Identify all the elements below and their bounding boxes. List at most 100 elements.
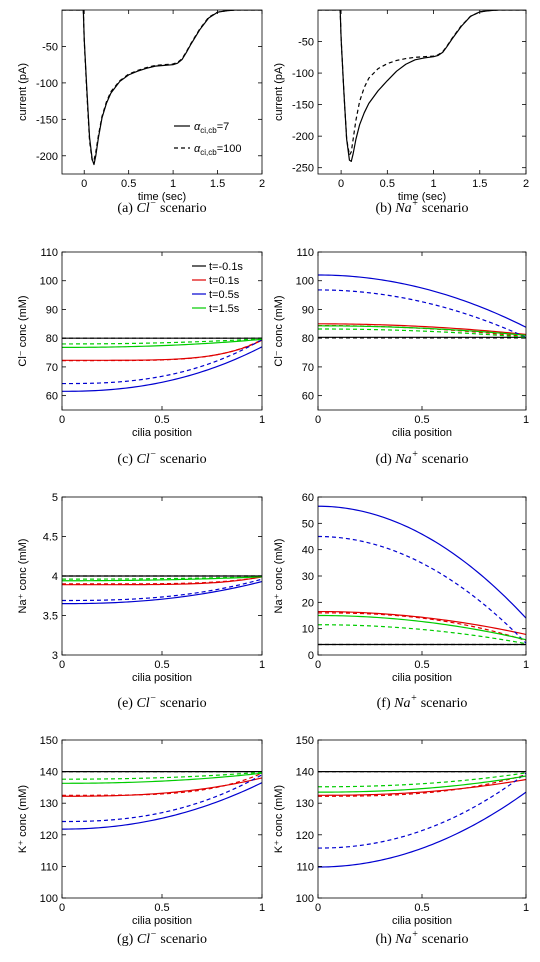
y-axis-label: Cl⁻ conc (mM) [17,295,29,366]
panel-caption: (h) Na+ scenario [375,929,468,947]
panel-b: 0 0.5 1 1.5 2 -250 -200 -150 -100 -50 time (sec) cu… [273,9,529,216]
x-axis-label: cilia position [392,915,452,927]
series-line [318,791,526,868]
series-line [318,323,526,336]
y-tick-label: 120 [40,830,58,842]
y-tick-label: 120 [296,830,314,842]
y-tick-label: 3 [52,650,58,662]
series-group [318,771,526,868]
series-line [62,576,262,586]
series-group [318,274,526,339]
y-tick-label: 100 [40,276,58,288]
y-tick-label: 50 [302,518,314,530]
panel-caption: (a) Cl− scenario [117,198,206,216]
y-tick-label: 10 [302,624,314,636]
series-line [318,775,526,793]
x-tick-label: 0 [81,178,87,190]
x-tick-label: 1 [523,414,529,426]
series-line [318,772,526,849]
series-line [62,578,262,602]
panel-caption: (d) Na+ scenario [375,449,468,467]
x-tick-label: 0.5 [154,414,169,426]
legend: t=-0.1s t=0.1s t=0.5s t=1.5s [192,261,243,315]
legend-label: t=0.5s [209,289,240,301]
x-tick-label: 0 [315,902,321,914]
series-line [62,339,262,385]
series-group [62,771,262,830]
y-axis-label: Cl⁻ conc (mM) [273,295,285,366]
panel-caption: (g) Cl− scenario [117,929,207,947]
x-axis-label: cilia position [132,672,192,684]
series-line [62,782,262,830]
panel-c: 0 0.5 1 60 70 80 90 100 110 cilia position Cl⁻ con… [17,247,265,467]
x-tick-label: 0.5 [121,178,136,190]
x-tick-label: 1 [259,659,265,671]
x-tick-label: 0.5 [414,659,429,671]
series-line [62,339,262,362]
panel-h: 0 0.5 1 100 110 120 130 140 150 cilia position K⁺ … [273,735,529,947]
x-tick-label: 1.5 [210,178,225,190]
panel-caption: (e) Cl− scenario [117,693,206,711]
y-tick-label: 4 [52,571,58,583]
series-line [62,338,262,348]
y-tick-label: 20 [302,597,314,609]
series-line [318,614,526,641]
y-tick-label: 60 [302,391,314,403]
series-line [62,346,262,392]
y-tick-label: 60 [302,492,314,504]
series-group [62,10,262,166]
y-tick-label: 110 [40,861,58,873]
x-tick-label: 0.5 [154,659,169,671]
legend-label: αci,cb=100 [194,143,242,157]
series-line [62,576,262,582]
x-tick-label: 0.5 [380,178,395,190]
legend-label: αci,cb=7 [194,121,229,135]
series-line [62,772,262,784]
series-line [62,576,262,585]
y-axis-label: current (pA) [17,63,29,121]
series-line [62,777,262,797]
x-tick-label: 0.5 [414,902,429,914]
x-axis-label: cilia position [392,672,452,684]
x-tick-label: 0 [315,659,321,671]
x-tick-label: 0.5 [154,902,169,914]
y-tick-label: 30 [302,571,314,583]
y-tick-label: 140 [296,767,314,779]
x-tick-label: 1 [523,659,529,671]
series-group [318,505,526,646]
x-tick-label: 0 [315,414,321,426]
y-tick-label: 150 [296,735,314,747]
x-tick-label: 0 [59,659,65,671]
series-line [318,778,526,796]
x-tick-label: 0.5 [414,414,429,426]
y-tick-label: 110 [296,861,314,873]
y-tick-label: -150 [292,100,314,112]
series-line [62,338,262,345]
y-tick-label: 4.5 [43,532,58,544]
legend-label: t=0.1s [209,275,240,287]
panel-e: 0 0.5 1 3 3.5 4 4.5 5 cilia position Na⁺ conc (mM… [17,492,265,711]
y-tick-label: 0 [308,650,314,662]
x-axis-label: time (sec) [138,191,186,203]
y-tick-label: 40 [302,545,314,557]
y-tick-label: -200 [36,151,58,163]
y-tick-label: 3.5 [43,611,58,623]
plot-frame [317,9,527,175]
y-axis-label: Na⁺ conc (mM) [17,539,29,614]
x-tick-label: 2 [259,178,265,190]
y-axis-label: K⁺ conc (mM) [17,785,29,853]
x-tick-label: 1 [430,178,436,190]
y-tick-label: 110 [296,247,314,259]
y-tick-label: 90 [46,304,58,316]
series-line [318,325,526,336]
series-line [318,774,526,797]
series-group [62,575,262,605]
y-tick-label: 60 [46,391,58,403]
series-line [62,771,262,780]
x-axis-label: cilia position [392,427,452,439]
series-line [318,289,526,338]
plot-frame [317,739,527,899]
y-tick-label: 70 [302,362,314,374]
x-tick-label: 0 [59,902,65,914]
